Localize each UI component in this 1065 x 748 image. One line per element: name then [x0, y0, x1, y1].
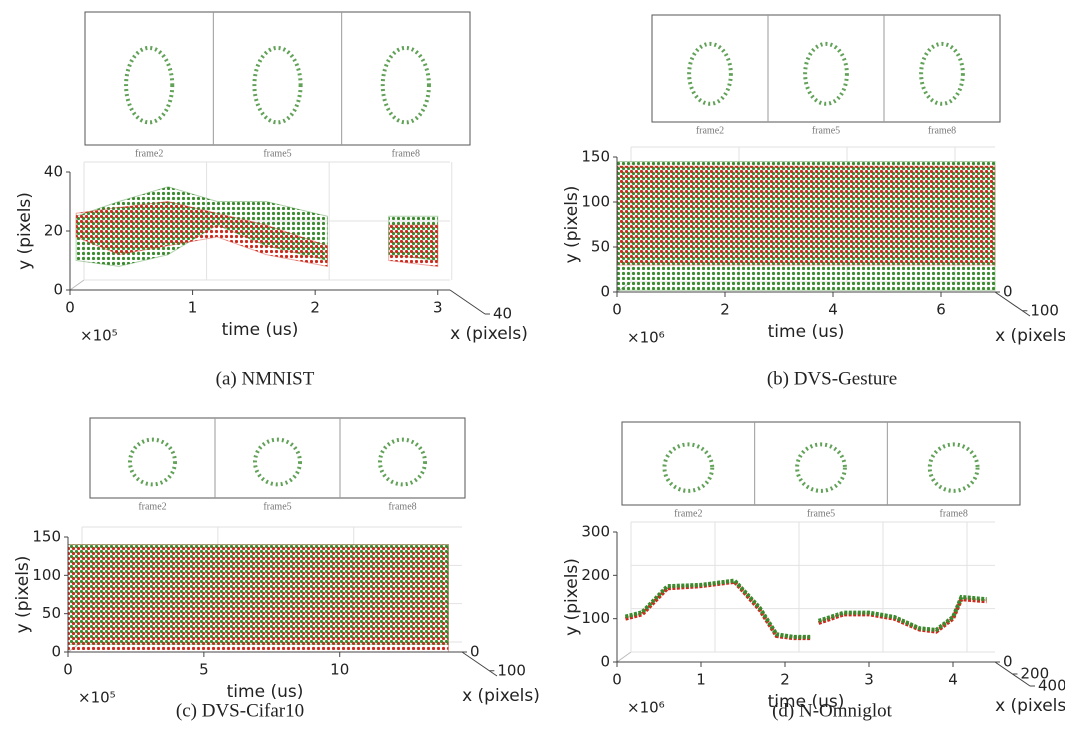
- frame-label: frame5: [263, 501, 291, 512]
- z-tick-label: 0: [1003, 283, 1013, 301]
- caption: (c) DVS-Cifar10: [176, 700, 304, 721]
- caption: (d) N-Omniglot: [772, 700, 893, 721]
- z-tick-label: 200: [1021, 665, 1050, 683]
- y-tick-label: 0: [51, 643, 61, 661]
- frame-label: frame8: [392, 148, 420, 159]
- x-tick-label: 2: [780, 671, 790, 689]
- x-tick-label: 2: [310, 299, 320, 317]
- box-edge: [69, 279, 85, 291]
- event-cloud: [388, 224, 439, 267]
- z-axis: [994, 291, 1031, 317]
- frame-shape: [252, 45, 303, 125]
- event-trace: [817, 597, 987, 634]
- x-tick-label: 3: [433, 299, 443, 317]
- y-tick-label: 200: [581, 566, 610, 584]
- y-tick-label: 300: [581, 523, 610, 541]
- caption: (b) DVS-Gesture: [767, 368, 897, 389]
- event-trace: [624, 579, 811, 641]
- frame-strip: [84, 11, 471, 146]
- frame-label: frame8: [388, 501, 416, 512]
- x-tick-label: 0: [63, 661, 73, 679]
- event-cloud: [616, 165, 996, 266]
- x-axis-label: time (us): [222, 320, 299, 340]
- frame-label: frame2: [135, 148, 163, 159]
- frame-label: frame8: [928, 125, 956, 136]
- y-axis-label: y (pixels): [13, 556, 33, 634]
- frame-label: frame2: [138, 501, 166, 512]
- frame-shape: [687, 41, 733, 106]
- z-axis-label: x (pixels): [462, 686, 540, 706]
- x-axis-label: time (us): [768, 692, 845, 712]
- offset-label: ×10⁵: [80, 327, 118, 345]
- event-trace: [624, 578, 811, 639]
- x-tick-label: 0: [612, 671, 622, 689]
- offset-label: ×10⁶: [627, 329, 665, 347]
- y-axis-label: y (pixels): [15, 192, 35, 270]
- frame-shape: [124, 45, 175, 125]
- event-trace: [817, 594, 987, 633]
- y-tick-label: 100: [32, 566, 61, 584]
- frame-label: frame8: [940, 508, 968, 519]
- frame-label: frame5: [263, 148, 291, 159]
- z-axis-label: x (pixels): [995, 326, 1065, 346]
- x-tick-label: 5: [199, 661, 209, 679]
- y-tick-label: 100: [581, 609, 610, 627]
- frame-shape: [380, 45, 431, 125]
- y-tick-label: 150: [32, 528, 61, 546]
- x-tick-label: 1: [696, 671, 706, 689]
- z-tick-label: 0: [470, 643, 480, 661]
- frame-shape: [128, 437, 177, 487]
- y-tick-label: 0: [600, 653, 610, 671]
- event-cloud: [67, 544, 449, 645]
- x-tick-label: 1: [188, 299, 198, 317]
- x-tick-label: 4: [948, 671, 958, 689]
- frame-shape: [919, 41, 965, 106]
- z-tick-label: 400: [1038, 677, 1065, 695]
- y-tick-label: 100: [581, 193, 610, 211]
- x-tick-label: 0: [65, 299, 75, 317]
- frame-shape: [803, 41, 849, 106]
- frame-strip: [651, 14, 1001, 123]
- x-tick-label: 10: [330, 661, 349, 679]
- z-tick-label: 0: [1003, 653, 1013, 671]
- frame-label: frame5: [807, 508, 835, 519]
- event-cloud: [75, 200, 328, 268]
- frame-shape: [253, 437, 302, 487]
- x-axis-label: time (us): [227, 682, 304, 702]
- frame-label: frame5: [812, 125, 840, 136]
- frame-shape: [662, 442, 715, 493]
- y-axis-label: y (pixels): [562, 558, 582, 636]
- y-tick-label: 50: [591, 238, 610, 256]
- y-tick-label: 40: [44, 163, 63, 181]
- x-tick-label: 4: [828, 301, 838, 319]
- frame-label: frame2: [696, 125, 724, 136]
- z-tick-label: 100: [497, 661, 526, 679]
- offset-label: ×10⁵: [78, 689, 116, 707]
- x-tick-label: 3: [864, 671, 874, 689]
- z-axis-label: x (pixels): [995, 696, 1065, 716]
- caption: (a) NMNIST: [216, 368, 315, 389]
- x-tick-label: 2: [720, 301, 730, 319]
- frame-shape: [795, 442, 847, 493]
- x-tick-label: 0: [612, 301, 622, 319]
- offset-label: ×10⁶: [627, 699, 665, 717]
- y-tick-label: 150: [581, 148, 610, 166]
- frame-label: frame2: [674, 508, 702, 519]
- y-tick-label: 50: [42, 604, 61, 622]
- frame-shape: [378, 437, 427, 487]
- y-tick-label: 20: [44, 222, 63, 240]
- y-tick-label: 0: [53, 281, 63, 299]
- x-axis-label: time (us): [768, 322, 845, 342]
- z-axis-label: x (pixels): [450, 324, 528, 344]
- frame-shape: [927, 442, 980, 493]
- y-tick-label: 0: [600, 283, 610, 301]
- y-axis-label: y (pixels): [562, 186, 582, 264]
- z-axis: [449, 289, 486, 315]
- z-tick-label: 40: [493, 305, 512, 323]
- z-tick-label: 100: [1030, 301, 1059, 319]
- box-edge: [616, 651, 632, 663]
- x-tick-label: 6: [936, 301, 946, 319]
- z-axis: [461, 651, 498, 677]
